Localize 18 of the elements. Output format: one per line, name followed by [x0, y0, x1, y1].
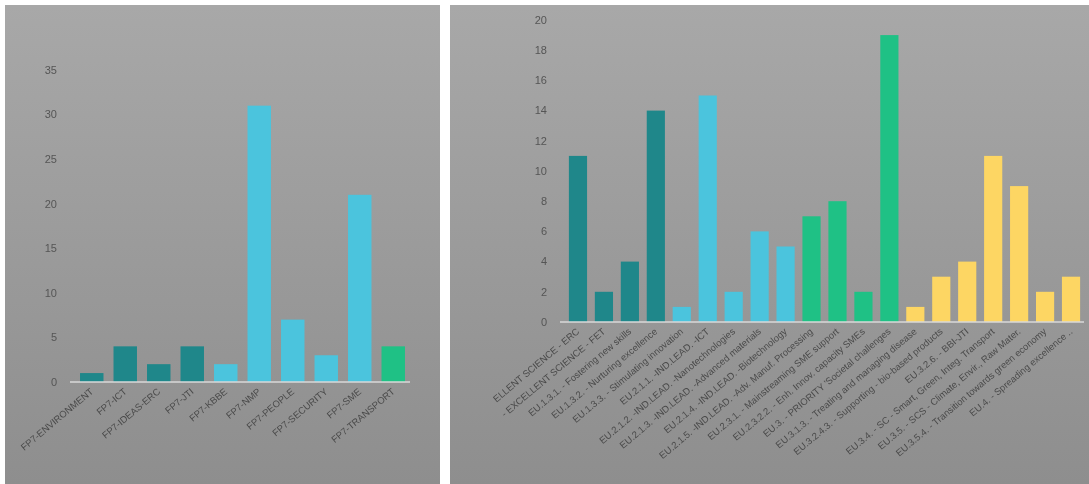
y-tick-label: 12 [534, 134, 547, 147]
y-tick-label: 35 [44, 63, 57, 76]
y-tick-label: 0 [540, 315, 547, 328]
y-tick-label: 16 [534, 74, 547, 87]
y-tick-label: 30 [44, 108, 57, 121]
y-tick-label: 14 [534, 104, 547, 117]
y-tick-label: 10 [44, 286, 57, 299]
y-tick-label: 2 [540, 285, 547, 298]
y-tick-label: 15 [44, 242, 57, 255]
y-tick-label: 18 [534, 44, 547, 57]
y-tick-label: 6 [540, 225, 547, 238]
y-tick-label: 20 [534, 13, 547, 26]
y-tick-label: 4 [540, 255, 547, 268]
y-tick-label: 10 [534, 164, 547, 177]
y-tick-label: 5 [50, 331, 57, 344]
y-tick-label: 25 [44, 152, 57, 165]
y-tick-label: 8 [540, 195, 547, 208]
y-tick-label: 20 [44, 197, 57, 210]
